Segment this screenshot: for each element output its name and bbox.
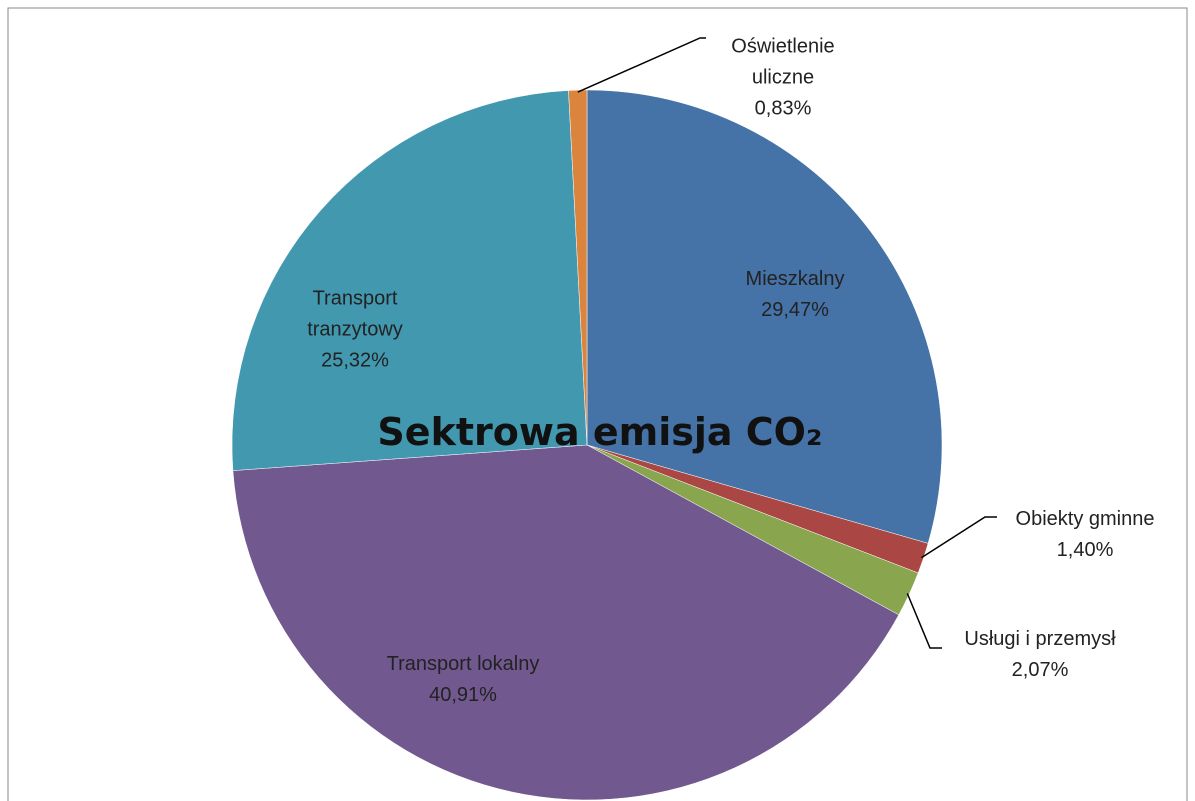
leader-lines [577,37,997,649]
pie-slice [231,90,588,471]
pie-slice [586,89,943,544]
data-label: Mieszkalny 29,47% [695,264,895,326]
category-label: Usługi i przemysł [964,628,1116,650]
value-label: 0,83% [754,97,812,120]
data-label: Transport tranzytowy 25,32% [285,284,425,377]
category-label: Obiekty gminne [1015,508,1155,530]
category-label: Transport lokalny [386,653,540,675]
value-label: 29,47% [761,299,829,321]
category-label: Mieszkalny [745,268,845,290]
leader-line [906,593,942,649]
value-label: 25,32% [321,349,389,372]
value-label: 1,40% [1056,539,1114,561]
category-label: Oświetlenie uliczne [731,35,835,89]
pie-slice [232,444,900,801]
data-label: Usługi i przemysł 2,07% [930,624,1150,686]
leader-line [577,37,706,93]
chart-frame [7,7,1188,801]
pie-slice [568,89,588,446]
chart-title: Sektrowa emisja CO₂ [377,410,823,454]
category-label: Transport tranzytowy [307,287,403,341]
leader-line [921,516,997,559]
data-label: Obiekty gminne 1,40% [985,504,1185,566]
pie [231,89,943,801]
value-label: 2,07% [1011,659,1069,681]
data-label: Oświetlenie uliczne 0,83% [708,32,858,125]
value-label: 40,91% [429,684,497,706]
data-label: Transport lokalny 40,91% [343,649,583,711]
